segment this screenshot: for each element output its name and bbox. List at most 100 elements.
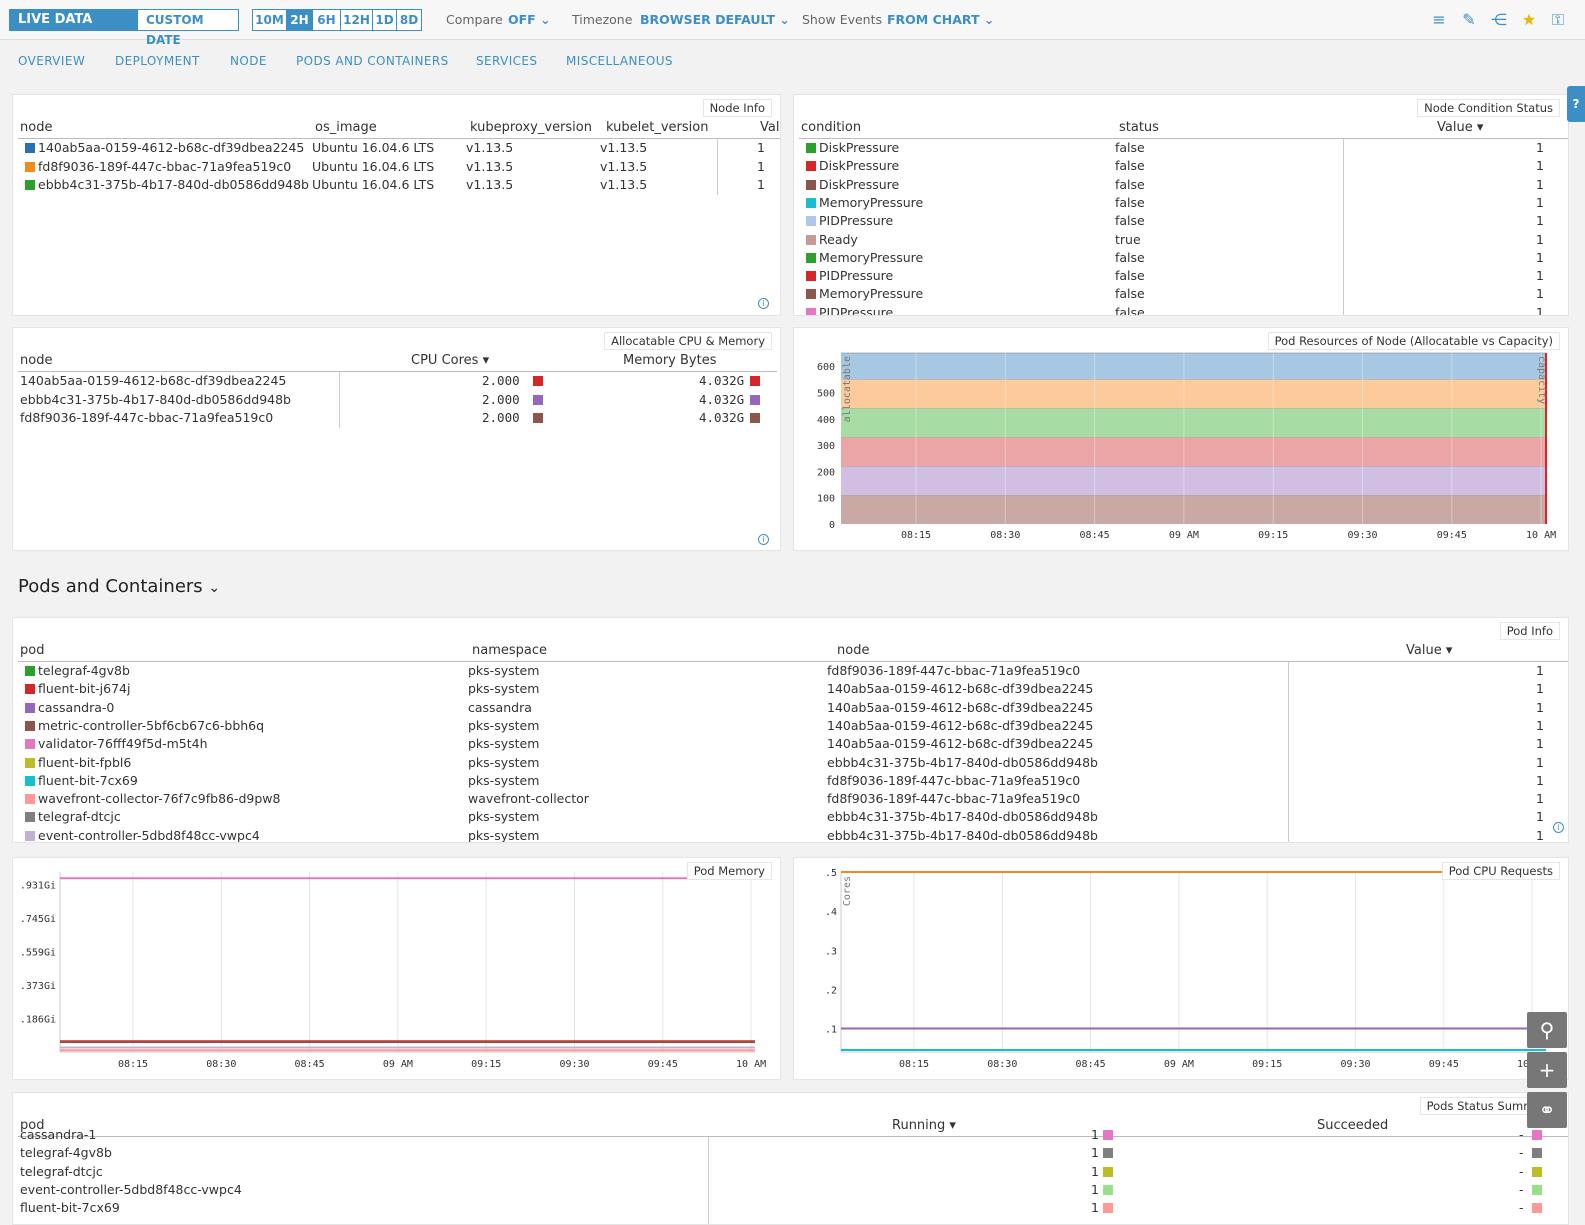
x-tick-label: 09 AM	[383, 1059, 413, 1070]
timezone-dropdown[interactable]: BROWSER DEFAULT ⌄	[640, 12, 790, 27]
table-row[interactable]: MemoryPressure false 1	[794, 194, 1568, 212]
tab-pods-and-containers[interactable]: PODS AND CONTAINERS	[296, 54, 449, 68]
series-color-swatch	[25, 684, 35, 695]
search-icon[interactable]: ⚲	[1527, 1012, 1567, 1048]
table-row[interactable]: event-controller-5dbd8f48cc-vwpc4 1 -	[13, 1181, 1568, 1199]
table-row[interactable]: PIDPressure false 1	[794, 267, 1568, 285]
col-header-memory-bytes[interactable]: Memory Bytes	[623, 353, 717, 368]
tab-miscellaneous[interactable]: MISCELLANEOUS	[566, 54, 673, 68]
col-header-succeeded[interactable]: Succeeded	[1317, 1118, 1389, 1133]
table-row[interactable]: fd8f9036-189f-447c-bbac-71a9fea519c0 2.00…	[13, 409, 780, 427]
table-row[interactable]: Ready true 1	[794, 231, 1568, 249]
chevron-down-icon: ⌄	[779, 12, 790, 27]
col-header-pod[interactable]: pod	[20, 643, 45, 658]
table-row[interactable]: fd8f9036-189f-447c-bbac-71a9fea519c0 Ubun…	[13, 158, 780, 176]
col-header-node[interactable]: node	[837, 643, 870, 658]
col-header-kubelet-version[interactable]: kubelet_version	[606, 120, 709, 135]
pencil-icon[interactable]: ✎	[1462, 10, 1476, 29]
col-header-value[interactable]: Value ▾	[1437, 120, 1483, 135]
tab-deployment[interactable]: DEPLOYMENT	[115, 54, 200, 68]
table-row[interactable]: telegraf-dtcjc 1 -	[13, 1163, 1568, 1181]
info-icon[interactable]: i	[758, 534, 769, 545]
pod-memory-chart[interactable]: 08:15 08:30 08:45 09 AM 09:15 09:30 09:45 10 AM…	[13, 858, 782, 1081]
add-icon[interactable]: +	[1527, 1052, 1567, 1088]
lock-icon[interactable]: ⚿	[1551, 10, 1565, 29]
star-icon[interactable]: ★	[1521, 10, 1537, 29]
pod-resources-chart[interactable]: 0 100 200 300 400 500 600 08:15 08:30 08:45 09 AM 0…	[794, 328, 1570, 552]
cell-node: 140ab5aa-0159-4612-b68c-df39dbea2245	[827, 681, 1094, 697]
col-header-condition[interactable]: condition	[801, 120, 862, 135]
series-color-swatch	[25, 830, 35, 841]
range-button-10m[interactable]: 10M	[252, 9, 286, 31]
allocatable-cpu-memory-panel: Allocatable CPU & Memory node CPU Cores …	[12, 327, 781, 551]
show-events-label: Show Events	[802, 12, 883, 27]
table-row[interactable]: fluent-bit-7cx69 1 -	[13, 1199, 1568, 1217]
table-row[interactable]: cassandra-0 cassandra 140ab5aa-0159-4612-b…	[13, 699, 1568, 717]
table-row[interactable]: wavefront-collector-76f7c9fb86-d9pw8 wave…	[13, 790, 1568, 808]
table-row[interactable]: telegraf-4gv8b 1 -	[13, 1144, 1568, 1162]
table-row[interactable]: event-controller-5dbd8f48cc-vwpc4 pks-sys…	[13, 827, 1568, 842]
table-row[interactable]: ebbb4c31-375b-4b17-840d-db0586dd948b Ubun…	[13, 176, 780, 194]
x-tick-label: 09:15	[1252, 1059, 1282, 1070]
col-header-node[interactable]: node	[20, 120, 53, 135]
show-events-dropdown[interactable]: FROM CHART ⌄	[887, 12, 994, 27]
info-icon[interactable]: i	[1553, 822, 1564, 833]
table-row[interactable]: 140ab5aa-0159-4612-b68c-df39dbea2245 2.00…	[13, 372, 780, 390]
table-row[interactable]: fluent-bit-j674j pks-system 140ab5aa-0159-…	[13, 680, 1568, 698]
range-button-12h[interactable]: 12H	[340, 9, 372, 31]
table-row[interactable]: DiskPressure false 1	[794, 157, 1568, 175]
col-header-cpu-cores[interactable]: CPU Cores ▾	[411, 353, 489, 368]
live-data-button[interactable]: LIVE DATA	[9, 9, 139, 31]
table-row[interactable]: PIDPressure false 1	[794, 304, 1568, 315]
table-row[interactable]: validator-76fff49f5d-m5t4h pks-system 140a…	[13, 735, 1568, 753]
col-header-os-image[interactable]: os_image	[315, 120, 377, 135]
cell-running: 1	[1091, 1145, 1099, 1161]
cell-value: 1	[1536, 663, 1544, 678]
col-header-status[interactable]: status	[1119, 120, 1159, 135]
table-row[interactable]: MemoryPressure false 1	[794, 249, 1568, 267]
tab-services[interactable]: SERVICES	[476, 54, 538, 68]
col-header-value[interactable]: Value ▾	[1406, 643, 1452, 658]
table-row[interactable]: DiskPressure false 1	[794, 139, 1568, 157]
col-header-node[interactable]: node	[20, 353, 53, 368]
compare-dropdown[interactable]: OFF ⌄	[508, 12, 551, 27]
col-header-namespace[interactable]: namespace	[472, 643, 548, 658]
list-icon[interactable]: ≡	[1432, 10, 1446, 29]
col-header-kubeproxy-version[interactable]: kubeproxy_version	[470, 120, 592, 135]
custom-date-button[interactable]: CUSTOM DATE	[137, 9, 239, 47]
link-icon[interactable]: ⚭	[1527, 1092, 1567, 1128]
panel-title: Node Condition Status	[1417, 99, 1560, 117]
section-header[interactable]: Pods and Containers ⌄	[18, 576, 220, 597]
panel-title: Pod Memory	[686, 862, 772, 880]
sort-desc-icon: ▾	[949, 1118, 956, 1133]
table-row[interactable]: fluent-bit-fpbl6 pks-system ebbb4c31-375b-…	[13, 754, 1568, 772]
tab-node[interactable]: NODE	[230, 54, 267, 68]
share-icon[interactable]: ⋲	[1491, 10, 1507, 29]
cell-pod: validator-76fff49f5d-m5t4h	[38, 736, 208, 752]
col-header-value[interactable]: Valu	[760, 120, 780, 135]
table-row[interactable]: 140ab5aa-0159-4612-b68c-df39dbea2245 Ubun…	[13, 139, 780, 157]
table-row[interactable]: ebbb4c31-375b-4b17-840d-db0586dd948b 2.00…	[13, 391, 780, 409]
info-icon[interactable]: i	[758, 298, 769, 309]
table-row[interactable]: telegraf-dtcjc pks-system ebbb4c31-375b-4b…	[13, 808, 1568, 826]
table-row[interactable]: cassandra-1 1 -	[13, 1126, 1568, 1144]
range-button-2h[interactable]: 2H	[286, 9, 312, 31]
cell-node: fd8f9036-189f-447c-bbac-71a9fea519c0	[827, 663, 1081, 678]
table-row[interactable]: fluent-bit-7cx69 pks-system fd8f9036-189f-…	[13, 772, 1568, 790]
table-row[interactable]: metric-controller-5bf6cb67c6-bbh6q pks-sy…	[13, 717, 1568, 735]
cell-status: false	[1115, 140, 1145, 155]
table-row[interactable]: MemoryPressure false 1	[794, 285, 1568, 303]
cell-status: false	[1115, 176, 1145, 192]
table-row[interactable]: PIDPressure false 1	[794, 212, 1568, 230]
cell-succeeded: -	[1519, 1127, 1524, 1142]
table-row[interactable]: DiskPressure false 1	[794, 176, 1568, 194]
help-icon[interactable]: ?	[1567, 86, 1585, 122]
tab-overview[interactable]: OVERVIEW	[18, 54, 86, 68]
col-header-pod[interactable]: pod	[20, 1118, 45, 1133]
range-button-8d[interactable]: 8D	[396, 9, 422, 31]
range-button-6h[interactable]: 6H	[312, 9, 340, 31]
range-button-1d[interactable]: 1D	[372, 9, 396, 31]
col-header-running[interactable]: Running ▾	[892, 1118, 956, 1133]
table-row[interactable]: telegraf-4gv8b pks-system fd8f9036-189f-44…	[13, 662, 1568, 680]
